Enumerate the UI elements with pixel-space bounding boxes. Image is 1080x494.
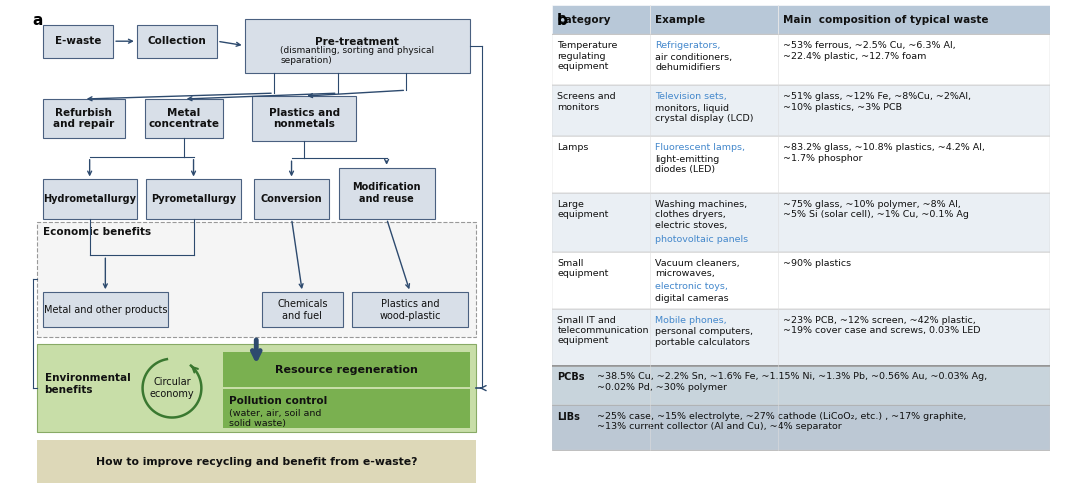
FancyBboxPatch shape xyxy=(650,5,778,35)
Text: Category: Category xyxy=(557,15,611,25)
FancyBboxPatch shape xyxy=(339,167,434,218)
Text: ~90% plastics: ~90% plastics xyxy=(783,259,851,268)
Text: Example: Example xyxy=(656,15,705,25)
FancyBboxPatch shape xyxy=(553,309,1050,366)
Text: light-emitting
diodes (LED): light-emitting diodes (LED) xyxy=(656,155,719,174)
Text: Plastics and
nonmetals: Plastics and nonmetals xyxy=(269,108,340,129)
FancyBboxPatch shape xyxy=(222,389,470,428)
FancyBboxPatch shape xyxy=(352,292,468,328)
Text: (dismantling, sorting and physical
separation): (dismantling, sorting and physical separ… xyxy=(280,46,434,65)
Text: E-waste: E-waste xyxy=(55,36,102,46)
Text: LIBs: LIBs xyxy=(557,412,580,422)
FancyBboxPatch shape xyxy=(553,85,1050,136)
FancyBboxPatch shape xyxy=(553,405,1050,450)
Text: air conditioners,
dehumidifiers: air conditioners, dehumidifiers xyxy=(656,53,732,72)
FancyBboxPatch shape xyxy=(147,179,241,218)
Text: ~51% glass, ~12% Fe, ~8%Cu, ~2%Al,
~10% plastics, ~3% PCB: ~51% glass, ~12% Fe, ~8%Cu, ~2%Al, ~10% … xyxy=(783,92,971,112)
Text: ~53% ferrous, ~2.5% Cu, ~6.3% Al,
~22.4% plastic, ~12.7% foam: ~53% ferrous, ~2.5% Cu, ~6.3% Al, ~22.4%… xyxy=(783,41,956,61)
Text: photovoltaic panels: photovoltaic panels xyxy=(656,235,748,244)
Text: Main  composition of typical waste: Main composition of typical waste xyxy=(783,15,988,25)
Text: Resource regeneration: Resource regeneration xyxy=(275,365,418,374)
Text: PCBs: PCBs xyxy=(557,372,585,382)
FancyBboxPatch shape xyxy=(778,5,1050,35)
FancyBboxPatch shape xyxy=(37,344,476,432)
FancyBboxPatch shape xyxy=(137,25,217,58)
Text: Environmental
benefits: Environmental benefits xyxy=(44,373,131,395)
Text: Screens and
monitors: Screens and monitors xyxy=(557,92,616,112)
FancyBboxPatch shape xyxy=(553,35,1050,85)
Text: ~83.2% glass, ~10.8% plastics, ~4.2% Al,
~1.7% phosphor: ~83.2% glass, ~10.8% plastics, ~4.2% Al,… xyxy=(783,143,985,163)
Text: Economic benefits: Economic benefits xyxy=(42,227,151,238)
Text: How to improve recycling and benefit from e-waste?: How to improve recycling and benefit fro… xyxy=(95,456,417,467)
FancyBboxPatch shape xyxy=(553,366,1050,405)
Text: Large
equipment: Large equipment xyxy=(557,200,609,219)
Text: Pre-treatment: Pre-treatment xyxy=(315,37,400,47)
Text: (water, air, soil and
solid waste): (water, air, soil and solid waste) xyxy=(229,409,321,428)
FancyBboxPatch shape xyxy=(42,179,137,218)
Text: Refurbish
and repair: Refurbish and repair xyxy=(53,108,114,129)
Text: Metal
concentrate: Metal concentrate xyxy=(148,108,219,129)
FancyBboxPatch shape xyxy=(244,19,470,73)
Text: monitors, liquid
crystal display (LCD): monitors, liquid crystal display (LCD) xyxy=(656,104,754,124)
FancyBboxPatch shape xyxy=(553,252,1050,309)
FancyBboxPatch shape xyxy=(42,292,168,328)
FancyBboxPatch shape xyxy=(262,292,342,328)
Text: Washing machines,
clothes dryers,
electric stoves,: Washing machines, clothes dryers, electr… xyxy=(656,200,747,230)
Text: Hydrometallurgy: Hydrometallurgy xyxy=(43,194,136,204)
FancyBboxPatch shape xyxy=(42,25,113,58)
Text: Fluorescent lamps,: Fluorescent lamps, xyxy=(656,143,745,152)
Text: Modification
and reuse: Modification and reuse xyxy=(352,182,421,204)
Text: Chemicals
and fuel: Chemicals and fuel xyxy=(278,299,327,321)
Text: personal computers,
portable calculators: personal computers, portable calculators xyxy=(656,328,754,347)
Text: Pyrometallurgy: Pyrometallurgy xyxy=(151,194,237,204)
Text: ~75% glass, ~10% polymer, ~8% Al,
~5% Si (solar cell), ~1% Cu, ~0.1% Ag: ~75% glass, ~10% polymer, ~8% Al, ~5% Si… xyxy=(783,200,969,219)
FancyBboxPatch shape xyxy=(37,440,476,483)
Text: Small
equipment: Small equipment xyxy=(557,259,609,278)
Text: b: b xyxy=(556,13,567,28)
FancyBboxPatch shape xyxy=(553,193,1050,252)
Text: Small IT and
telecommunication
equipment: Small IT and telecommunication equipment xyxy=(557,316,649,345)
FancyBboxPatch shape xyxy=(37,221,476,337)
Text: ~25% case, ~15% electrolyte, ~27% cathode (LiCoO₂, etc.) , ~17% graphite,
~13% c: ~25% case, ~15% electrolyte, ~27% cathod… xyxy=(596,412,966,431)
Text: Metal and other products: Metal and other products xyxy=(43,305,167,315)
Text: Vacuum cleaners,
microwaves,: Vacuum cleaners, microwaves, xyxy=(656,259,740,278)
Text: Television sets,: Television sets, xyxy=(656,92,727,101)
Text: a: a xyxy=(32,13,43,28)
Text: Mobile phones,: Mobile phones, xyxy=(656,316,727,325)
Text: Refrigerators,: Refrigerators, xyxy=(656,41,720,50)
Text: Pollution control: Pollution control xyxy=(229,396,327,406)
FancyBboxPatch shape xyxy=(254,179,328,218)
Text: digital cameras: digital cameras xyxy=(656,294,729,303)
FancyBboxPatch shape xyxy=(42,99,125,138)
FancyBboxPatch shape xyxy=(553,5,650,35)
Text: Circular
economy: Circular economy xyxy=(150,377,194,399)
FancyBboxPatch shape xyxy=(253,96,356,141)
Text: Collection: Collection xyxy=(148,36,206,46)
Text: Conversion: Conversion xyxy=(260,194,322,204)
FancyBboxPatch shape xyxy=(145,99,222,138)
Text: ~23% PCB, ~12% screen, ~42% plastic,
~19% cover case and screws, 0.03% LED: ~23% PCB, ~12% screen, ~42% plastic, ~19… xyxy=(783,316,981,335)
FancyBboxPatch shape xyxy=(222,352,470,387)
Text: electronic toys,: electronic toys, xyxy=(656,282,728,291)
Text: Lamps: Lamps xyxy=(557,143,589,152)
Text: Plastics and
wood-plastic: Plastics and wood-plastic xyxy=(379,299,441,321)
FancyBboxPatch shape xyxy=(553,136,1050,193)
Text: ~38.5% Cu, ~2.2% Sn, ~1.6% Fe, ~1.15% Ni, ~1.3% Pb, ~0.56% Au, ~0.03% Ag,
~0.02%: ~38.5% Cu, ~2.2% Sn, ~1.6% Fe, ~1.15% Ni… xyxy=(596,372,987,392)
Text: Temperature
regulating
equipment: Temperature regulating equipment xyxy=(557,41,618,71)
